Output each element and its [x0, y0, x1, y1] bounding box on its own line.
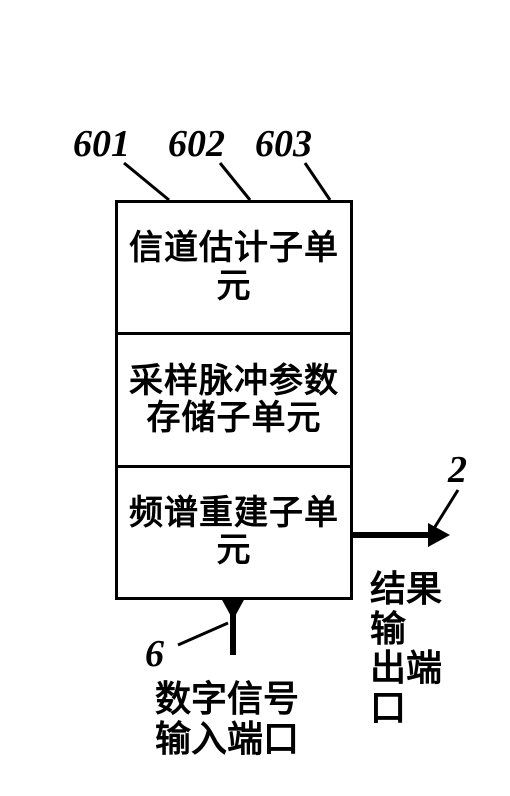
input-port-label: 数字信号 输入端口 [155, 680, 299, 759]
label-601: 601 [73, 122, 130, 166]
cell-602-text: 采样脉冲参数存储子单元 [128, 363, 340, 438]
lead-601 [114, 160, 204, 205]
label-603: 603 [255, 122, 312, 166]
input-port-line2: 输入端口 [155, 720, 299, 760]
lead-603 [295, 160, 385, 205]
output-port-label: 结果输 出端口 [370, 570, 460, 728]
cell-603-text: 频谱重建子单元 [128, 495, 340, 570]
output-arrow-line [353, 532, 433, 538]
output-port-line2: 出端口 [370, 649, 460, 728]
lead-602 [210, 160, 300, 205]
lead-2 [428, 485, 478, 535]
cell-603: 频谱重建子单元 [118, 468, 350, 597]
label-602: 602 [168, 122, 225, 166]
output-port-line1: 结果输 [370, 570, 460, 649]
cell-601-text: 信道估计子单元 [128, 230, 340, 305]
input-port-line1: 数字信号 [155, 680, 299, 720]
cell-602: 采样脉冲参数存储子单元 [118, 335, 350, 467]
lead-6 [170, 615, 230, 655]
main-box: 信道估计子单元 采样脉冲参数存储子单元 频谱重建子单元 [115, 200, 353, 600]
cell-601: 信道估计子单元 [118, 203, 350, 335]
label-6: 6 [145, 632, 164, 676]
label-2: 2 [448, 448, 467, 492]
diagram-container: 信道估计子单元 采样脉冲参数存储子单元 频谱重建子单元 601 602 603 … [50, 200, 460, 600]
